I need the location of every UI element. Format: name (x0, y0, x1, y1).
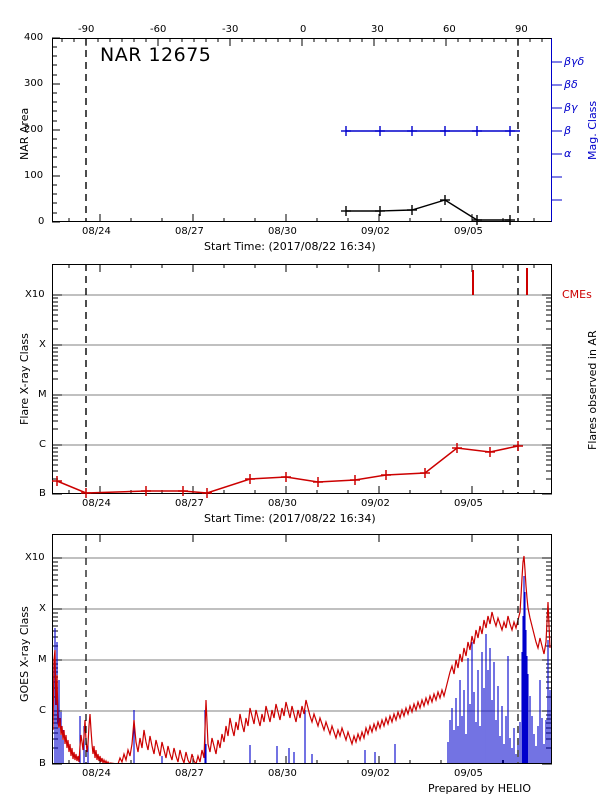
panel2-y-tick-label: B (39, 488, 46, 499)
panel2-y-tick-label: C (39, 439, 46, 450)
longitude-tick-label: -60 (150, 24, 167, 35)
panel1-limb-lines (85, 38, 519, 222)
panel2-x-tick-label: 09/05 (454, 498, 483, 509)
panel2-gridlines (52, 294, 552, 446)
panel1-x-tick-label: 08/24 (82, 226, 111, 237)
panel3-x-tick-label: 08/27 (175, 768, 204, 779)
longitude-tick-label: 90 (515, 24, 528, 35)
panel1-left-major-ticks (52, 37, 60, 223)
panel2-limb-lines (85, 264, 519, 494)
panel2-flare-series (52, 441, 523, 498)
panel1-title: NAR 12675 (100, 44, 212, 66)
panel1-right-axis-label: Mag. Class (586, 100, 599, 160)
panel1-y-tick-label: 200 (24, 124, 44, 135)
panel1-bottom-major-ticks (99, 214, 473, 222)
panel3-y-tick-label: M (38, 654, 47, 665)
panel2-x-tick-label: 09/02 (361, 498, 390, 509)
panel3-y-tick-label: C (39, 705, 46, 716)
panel1-graphics (52, 37, 562, 225)
panel2-bottom-ticks (68, 486, 535, 494)
panel1-x-tick-label: 08/27 (175, 226, 204, 237)
panel2-y-tick-label: M (38, 389, 47, 400)
panel1-y-tick-label: 100 (24, 170, 44, 181)
panel3-ylabel: GOES X-ray Class (18, 606, 31, 702)
panel1-xlabel: Start Time: (2017/08/22 16:34) (204, 240, 376, 253)
panel1-x-tick-label: 09/05 (454, 226, 483, 237)
panel3-graphics (52, 534, 552, 765)
panel3-timeseries (53, 555, 551, 763)
mag-class-tick-label-alpha: α (564, 147, 572, 160)
cme-markers (472, 268, 528, 295)
panel2-y-tick-label: X10 (25, 289, 45, 300)
panel3-plot-frame (52, 534, 552, 764)
panel2-y-tick-label: X (39, 339, 46, 350)
panel-goes-xray-class: GOES X-ray Class B C M X X10 08/24 08/27… (0, 530, 600, 800)
prepared-by-credit: Prepared by HELIO (428, 782, 531, 795)
panel1-top-minor-ticks (61, 38, 543, 42)
panel3-y-tick-label: X (39, 603, 46, 614)
longitude-tick-label: 0 (300, 24, 307, 35)
panel3-top-ticks (99, 534, 473, 542)
panel3-x-tick-label: 08/30 (268, 768, 297, 779)
panel2-x-tick-label: 08/27 (175, 498, 204, 509)
panel1-y-tick-label: 0 (38, 216, 45, 227)
panel2-left-minor-ticks (52, 297, 58, 480)
cme-legend-label: CMEs (562, 288, 592, 301)
panel1-right-mag-class-ticks (552, 61, 562, 201)
panel2-left-major-ticks (52, 294, 62, 495)
panel1-bottom-minor-ticks (68, 218, 535, 222)
goes-long-channel-series (53, 555, 551, 763)
longitude-tick-label: -90 (78, 24, 95, 35)
panel-flare-xray-class: Flare X-ray Class Flares observed in AR … (0, 260, 600, 530)
mag-class-tick-label-beta: β (564, 124, 572, 137)
panel3-x-tick-label: 09/05 (454, 768, 483, 779)
panel2-x-tick-label: 08/24 (82, 498, 111, 509)
panel-nar-area: -90 -60 -30 0 30 60 90 (0, 0, 600, 260)
panel1-left-minor-ticks (52, 46, 57, 214)
panel1-x-tick-label: 08/30 (268, 226, 297, 237)
longitude-tick-label: -30 (222, 24, 239, 35)
panel1-nar-area-series (341, 195, 515, 225)
panel1-mag-class-series (341, 126, 520, 136)
mag-class-tick-label-betagammadelta: βγδ (564, 55, 585, 68)
mag-class-tick-label-betadelta: βδ (564, 78, 578, 91)
panel1-y-tick-label: 300 (24, 78, 44, 89)
mag-class-tick-label-betagamma: βγ (564, 101, 578, 114)
panel3-y-tick-label: X10 (25, 552, 45, 563)
panel3-x-tick-label: 08/24 (82, 768, 111, 779)
panel2-x-tick-label: 08/30 (268, 498, 297, 509)
panel2-ylabel: Flare X-ray Class (18, 333, 31, 425)
panel1-x-tick-label: 09/02 (361, 226, 390, 237)
panel2-right-axis-label: Flares observed in AR (586, 330, 599, 450)
panel3-gridlines (52, 557, 552, 712)
panel3-x-tick-label: 09/02 (361, 768, 390, 779)
panel1-y-tick-label: 400 (24, 32, 44, 43)
panel2-xlabel: Start Time: (2017/08/22 16:34) (204, 512, 376, 525)
longitude-tick-label: 30 (371, 24, 384, 35)
panel2-graphics (52, 264, 552, 498)
panel2-right-ticks (542, 294, 552, 495)
goes-short-channel-series (54, 576, 551, 763)
longitude-tick-label: 60 (443, 24, 456, 35)
panel3-limb-lines (85, 534, 519, 764)
panel2-top-ticks (68, 264, 535, 272)
panel3-y-tick-label: B (39, 758, 46, 769)
